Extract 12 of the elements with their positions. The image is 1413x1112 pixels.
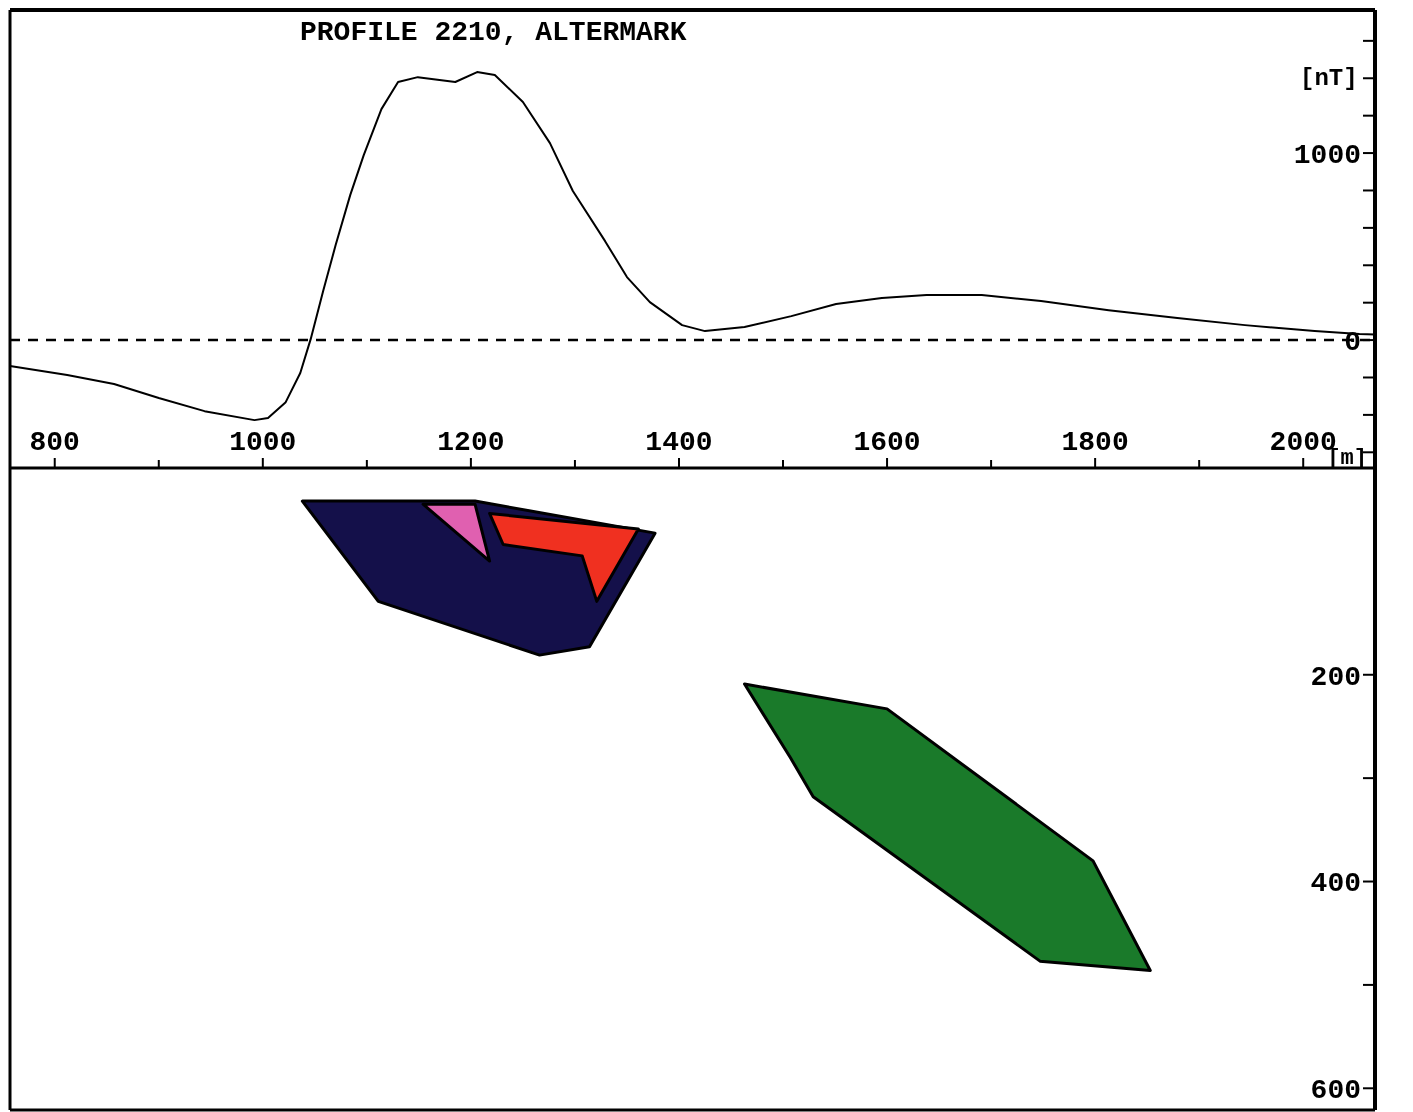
x-tick-label: 1400 [645, 427, 713, 458]
y-tick-label: 200 [1310, 661, 1361, 693]
x-tick-label: 800 [29, 427, 80, 458]
y-tick-label: 600 [1310, 1075, 1361, 1107]
y-tick-label: 1000 [1293, 139, 1361, 171]
x-tick-label: 1000 [229, 427, 297, 458]
x-tick-label: 1600 [853, 427, 921, 458]
y-tick-label: 400 [1310, 868, 1361, 900]
x-tick-label: 1200 [437, 427, 505, 458]
y-axis-title: [nT] [1300, 65, 1358, 92]
chart-title: PROFILE 2210, ALTERMARK [300, 17, 687, 48]
x-tick-label: 1800 [1061, 427, 1129, 458]
